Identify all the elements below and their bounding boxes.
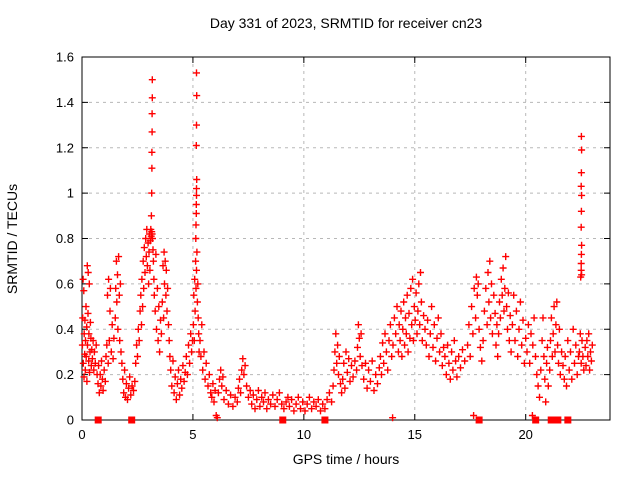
x-tick-label: 10	[297, 427, 311, 442]
chart-title: Day 331 of 2023, SRMTID for receiver cn2…	[210, 15, 483, 31]
y-tick-label: 0.4	[56, 322, 74, 337]
x-tick-label: 0	[78, 427, 85, 442]
y-tick-label: 1.6	[56, 50, 74, 65]
x-tick-label: 15	[408, 427, 422, 442]
axis-tick-labels: 0 5 10 15 20 0 0.2 0.4 0.6 0.8 1 1.2 1.4 1.6	[56, 50, 533, 443]
y-tick-label: 1.4	[56, 95, 74, 110]
zero-line-markers	[94, 416, 572, 424]
y-axis-label: SRMTID / TECUs	[4, 184, 20, 294]
data-points	[78, 69, 596, 422]
x-tick-label: 20	[518, 427, 532, 442]
y-tick-label: 0.2	[56, 367, 74, 382]
y-tick-label: 1.2	[56, 140, 74, 155]
axis-ticks	[81, 56, 610, 421]
x-tick-label: 5	[189, 427, 196, 442]
y-tick-label: 0	[67, 413, 74, 428]
y-tick-label: 0.6	[56, 276, 74, 291]
y-tick-label: 0.8	[56, 231, 74, 246]
y-tick-label: 1	[67, 186, 74, 201]
x-axis-label: GPS time / hours	[293, 451, 400, 467]
gridlines	[82, 57, 610, 420]
